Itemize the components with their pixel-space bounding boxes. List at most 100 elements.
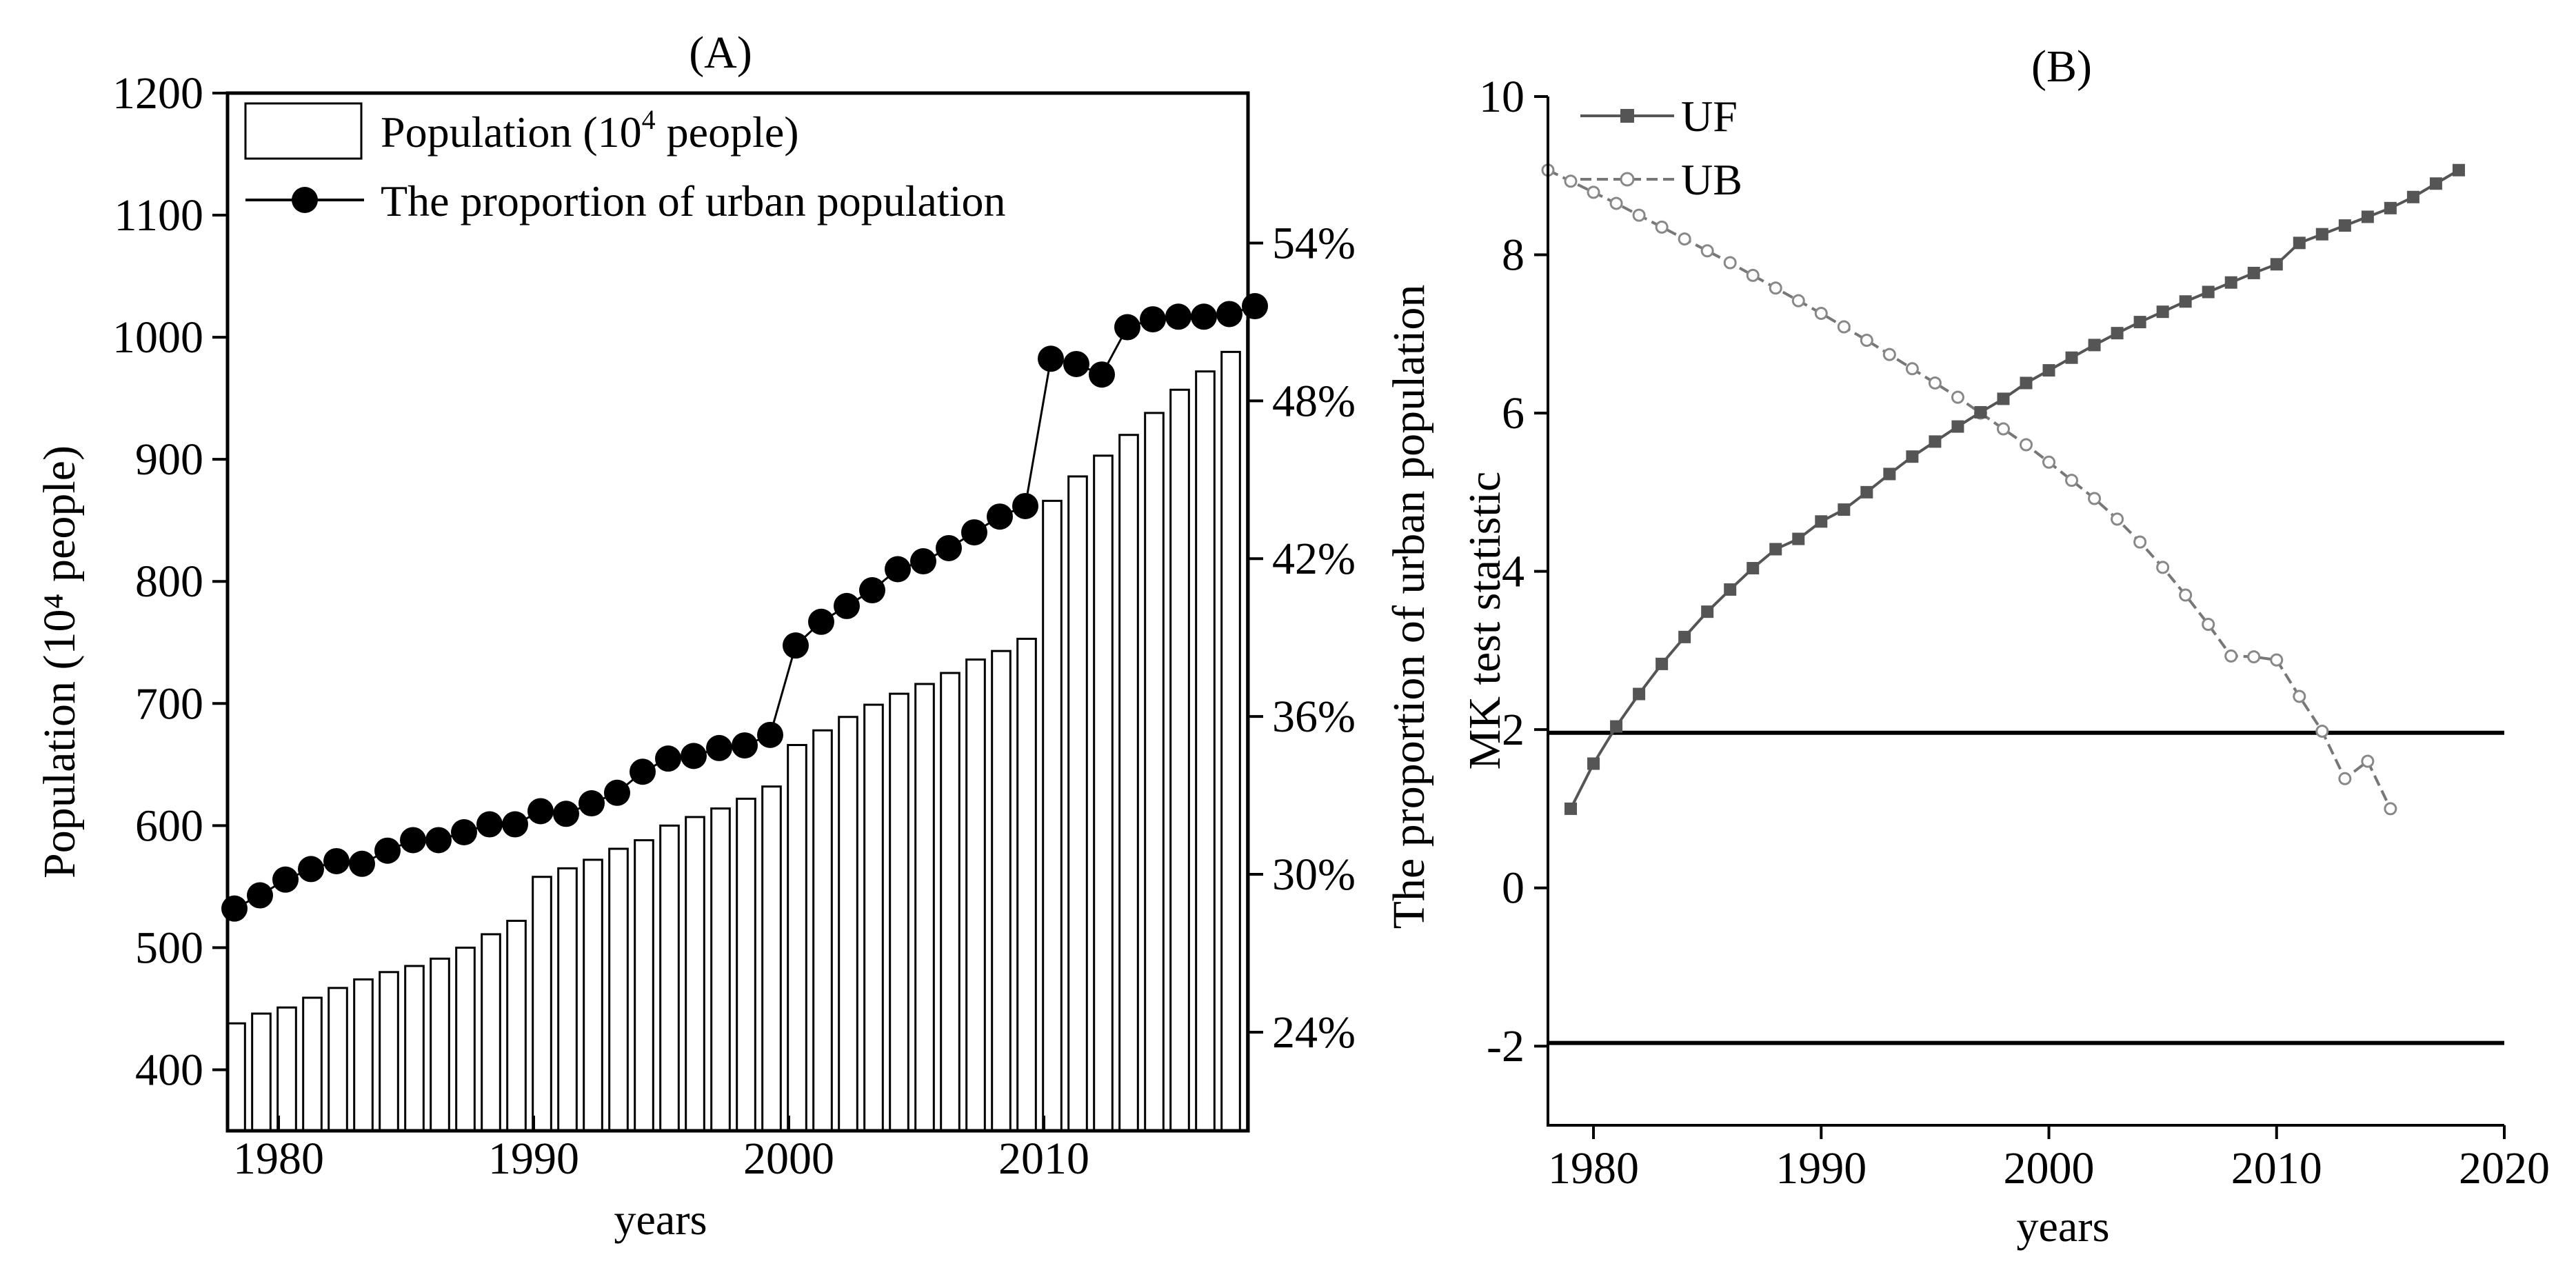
population-bar-2013 — [1118, 434, 1139, 1132]
population-bar-1986 — [430, 957, 450, 1132]
urban-point-2003 — [859, 577, 885, 604]
population-bar-1988 — [481, 933, 501, 1132]
urban-point-1995 — [655, 745, 681, 772]
y-left-tick-label-500: 500 — [135, 923, 203, 973]
urban-point-1993 — [604, 779, 630, 806]
urban-point-2008 — [987, 503, 1013, 530]
population-bar-2001 — [812, 729, 833, 1132]
population-bar-1984 — [379, 971, 399, 1132]
panel-b: (B) 1980 1990 2000 2010 2020 -2 0 2 4 6 8 10 years… — [1460, 41, 2550, 1251]
urban-point-1982 — [323, 847, 350, 874]
uf-point-1991 — [1838, 503, 1851, 516]
uf-point-2017 — [2429, 177, 2442, 190]
panel-b-x-ticks: 1980 1990 2000 2010 2020 — [1548, 1125, 2550, 1194]
population-bar-1978 — [226, 1022, 246, 1132]
ub-line — [1547, 168, 2392, 809]
population-bar-2015 — [1169, 388, 1190, 1132]
panel-b-legend: UF UB — [1580, 92, 1742, 204]
population-bar-1996 — [685, 816, 705, 1132]
population-bar-2011 — [1067, 475, 1088, 1132]
legend-population-label: Population (104 people) — [381, 104, 799, 157]
population-bar-1990 — [532, 876, 552, 1132]
uf-point-1984 — [1678, 630, 1691, 643]
ub-point-1987 — [1746, 268, 1760, 282]
b-y-tick-label-8: 8 — [1502, 230, 1525, 281]
b-x-tick-label-1980: 1980 — [1548, 1143, 1639, 1194]
b-y-tick-label-6: 6 — [1502, 388, 1525, 439]
uf-point-2006 — [2179, 295, 2192, 308]
uf-point-2001 — [2065, 351, 2078, 364]
b-y-tick-label-0: 0 — [1502, 863, 1525, 914]
legend-ub-marker — [1620, 172, 1635, 187]
uf-point-1997 — [1974, 405, 1987, 419]
b-x-tick-label-2010: 2010 — [2231, 1143, 2322, 1194]
uf-point-1980 — [1587, 757, 1600, 770]
urban-point-2013 — [1114, 314, 1140, 341]
panel-b-y-axis-label: MK test statistic — [1460, 472, 1510, 770]
population-bar-2016 — [1195, 370, 1216, 1132]
uf-point-1990 — [1815, 515, 1828, 528]
population-bar-1998 — [736, 797, 756, 1132]
ub-point-2008 — [2224, 649, 2238, 663]
population-bar-1981 — [302, 996, 323, 1132]
y-left-tick-label-1000: 1000 — [112, 312, 203, 363]
uf-point-1993 — [1883, 467, 1896, 481]
ub-point-1998 — [1996, 422, 2010, 436]
uf-line — [1569, 169, 2459, 809]
panel-a-y-axis-label-right: The proportion of urban population — [1384, 285, 1434, 929]
ub-point-2011 — [2293, 690, 2306, 703]
x-tick-label-2000: 2000 — [743, 1134, 834, 1184]
y-left-tick-label-1100: 1100 — [114, 190, 203, 241]
uf-point-2012 — [2315, 228, 2328, 241]
urban-point-1992 — [578, 790, 605, 817]
population-bar-2005 — [914, 683, 935, 1132]
urban-point-2011 — [1063, 350, 1089, 377]
y-left-tick-label-800: 800 — [135, 556, 203, 607]
ub-point-2000 — [2042, 455, 2056, 469]
uf-point-2016 — [2406, 190, 2419, 203]
urban-point-1980 — [272, 866, 299, 893]
uf-point-1988 — [1769, 543, 1782, 556]
ub-point-1980 — [1587, 185, 1600, 199]
urban-point-2005 — [910, 548, 936, 575]
panel-a-frame — [225, 91, 1250, 1133]
urban-point-2018 — [1242, 293, 1268, 320]
panel-a-x-axis-label: years — [614, 1195, 707, 1244]
legend-urban-marker — [292, 187, 318, 213]
urban-point-1987 — [451, 819, 477, 846]
population-bar-1980 — [276, 1006, 297, 1132]
urban-point-1991 — [553, 801, 579, 827]
urban-proportion-line — [221, 293, 1268, 922]
uf-point-1983 — [1656, 657, 1669, 670]
population-bar-2007 — [965, 658, 986, 1132]
ub-point-2004 — [2133, 535, 2147, 549]
urban-point-2009 — [1012, 492, 1038, 519]
uf-point-1998 — [1997, 392, 2010, 405]
population-bar-1997 — [710, 807, 731, 1132]
ub-point-2012 — [2315, 724, 2329, 738]
population-bar-1982 — [328, 987, 348, 1132]
urban-point-1998 — [732, 732, 758, 759]
ub-point-1981 — [1609, 197, 1623, 210]
population-bar-2004 — [889, 692, 909, 1132]
b-y-tick-label-4: 4 — [1502, 547, 1525, 597]
uf-point-1982 — [1633, 687, 1646, 701]
uf-point-2000 — [2042, 364, 2055, 377]
urban-point-2010 — [1038, 345, 1064, 372]
ub-point-2014 — [2361, 754, 2375, 768]
urban-point-1989 — [502, 811, 528, 838]
population-bar-2003 — [863, 703, 884, 1132]
ub-point-1985 — [1700, 244, 1714, 258]
urban-point-2006 — [936, 534, 962, 561]
x-tick-label-1990: 1990 — [488, 1134, 579, 1184]
panel-b-title: (B) — [2031, 41, 2092, 92]
b-y-tick-label--2: -2 — [1487, 1021, 1525, 1071]
urban-point-2012 — [1089, 361, 1115, 388]
ub-point-2003 — [2111, 512, 2124, 526]
population-bar-2017 — [1220, 350, 1241, 1132]
population-bar-2009 — [1016, 637, 1037, 1132]
urban-point-1994 — [630, 758, 656, 785]
ub-point-1996 — [1951, 390, 1964, 404]
population-bar-1999 — [761, 785, 782, 1132]
